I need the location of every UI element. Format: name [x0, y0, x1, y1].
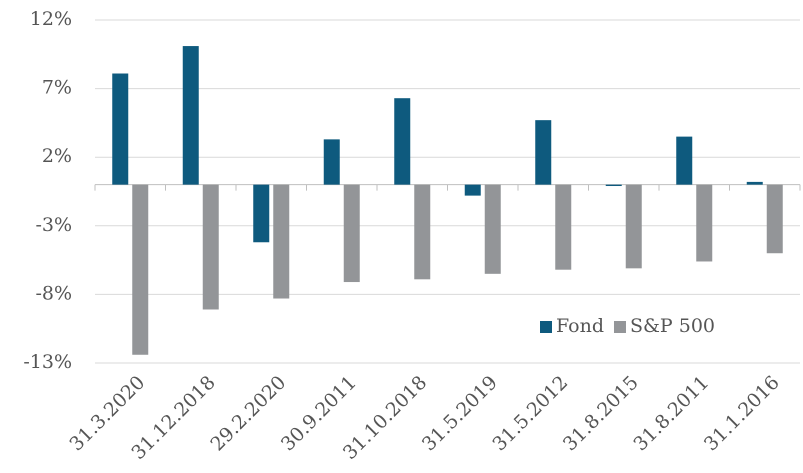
bar — [484, 184, 501, 274]
legend-swatch — [613, 321, 626, 333]
bar — [323, 139, 340, 185]
bar — [676, 136, 693, 185]
x-tick-label: 31.5.2019 — [418, 372, 502, 456]
x-tick-label: 29.2.2020 — [206, 372, 290, 456]
y-tick-label: -3% — [35, 214, 72, 236]
bar — [132, 184, 149, 355]
y-tick-label: 2% — [42, 145, 72, 167]
legend-label: S&P 500 — [630, 315, 715, 337]
y-tick-label: -13% — [23, 351, 72, 373]
bar — [555, 184, 572, 270]
bar — [112, 73, 129, 185]
bar — [746, 181, 763, 185]
bar — [625, 184, 642, 269]
legend-label: Fond — [556, 315, 604, 337]
bar — [535, 120, 552, 185]
x-tick-label: 31.8.2015 — [559, 372, 643, 456]
bar — [414, 184, 431, 280]
x-tick-label: 31.5.2012 — [488, 372, 572, 456]
bar — [253, 184, 270, 243]
bar — [766, 184, 783, 254]
legend-swatch — [540, 321, 552, 333]
y-tick-label: 7% — [42, 77, 72, 99]
x-tick-label: 31.8.2011 — [629, 372, 713, 456]
bar — [343, 184, 360, 283]
bar — [394, 98, 411, 185]
bar — [182, 46, 199, 185]
bar — [696, 184, 713, 262]
bar — [464, 184, 481, 196]
x-tick-label: 31.1.2016 — [700, 372, 784, 456]
bar — [202, 184, 219, 310]
bar — [273, 184, 290, 299]
y-tick-label: 12% — [30, 8, 72, 30]
bar — [605, 184, 622, 187]
y-tick-label: -8% — [35, 282, 72, 304]
